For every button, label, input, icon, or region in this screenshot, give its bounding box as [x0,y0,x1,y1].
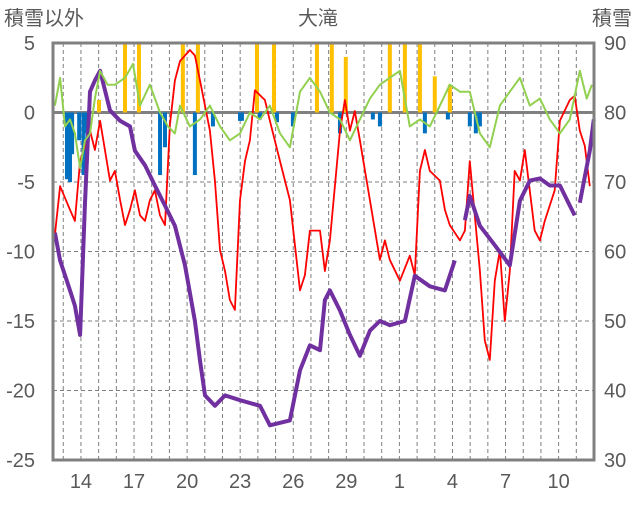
series-lines [52,49,596,428]
right-y-tick-label: 60 [604,242,626,264]
red-series-line [54,49,591,361]
left-y-tick-label: 0 [24,103,35,125]
left-y-tick-label: 5 [24,33,35,55]
orange-bar [402,43,407,113]
orange-bar [417,43,422,113]
orange-bar [96,99,101,113]
x-tick-label: 1 [394,471,405,493]
x-tick-label: 14 [70,471,92,493]
blue-bar [467,112,472,127]
green-series-line [53,62,593,170]
right-y-tick-label: 80 [604,103,626,125]
blue-bar [70,112,75,155]
blue-bar [370,112,375,120]
blue-bar [84,112,89,134]
right-y-tick-label: 70 [604,172,626,194]
purple-series-line [52,68,596,428]
blue-bar [445,112,450,120]
right-y-tick-label: 40 [604,381,626,403]
right-axis-title: 積雪 [592,7,632,30]
blue-bar [337,112,342,134]
x-tick-label: 26 [282,471,304,493]
blue-bar [377,112,382,127]
blue-bar [473,112,478,134]
orange-bar [271,43,276,113]
orange-bar [343,56,348,113]
orange-bar [314,43,319,113]
x-tick-label: 4 [447,471,458,493]
blue-bar [290,112,295,127]
orange-bar [432,76,437,113]
blue-bar [192,112,197,176]
blue-bar [257,112,262,120]
orange-bar [447,84,452,113]
right-y-tick-label: 50 [604,311,626,333]
blue-bar [158,112,163,176]
right-y-tick-label: 90 [604,33,626,55]
blue-bar [239,112,244,121]
orange-bar [180,43,185,113]
orange-bar [136,43,141,113]
right-y-tick-label: 30 [604,450,626,472]
blue-bar [477,112,482,127]
x-tick-label: 29 [335,471,357,493]
blue-bar [210,112,215,127]
blue-bar [77,112,82,141]
blue-bar [64,112,69,180]
left-y-tick-label: -10 [6,242,35,264]
x-tick-label: 10 [547,471,569,493]
x-tick-label: 7 [500,471,511,493]
blue-bar [274,112,279,123]
left-y-tick-label: -25 [6,450,35,472]
x-tick-label: 23 [229,471,251,493]
orange-bar [254,43,259,113]
left-y-tick-label: -5 [17,172,35,194]
gridlines [53,43,595,460]
plot-frame [51,41,596,462]
axes [51,41,596,462]
x-tick-label: 17 [123,471,145,493]
left-axis-title: 積雪以外 [4,7,84,30]
blue-bar [162,112,167,148]
x-tick-label: 20 [176,471,198,493]
orange-bar [329,43,334,113]
chart-title: 大滝 [298,7,338,30]
left-y-tick-label: -20 [6,381,35,403]
left-y-tick-label: -15 [6,311,35,333]
blue-bar [67,112,72,182]
orange-bar [195,43,200,113]
